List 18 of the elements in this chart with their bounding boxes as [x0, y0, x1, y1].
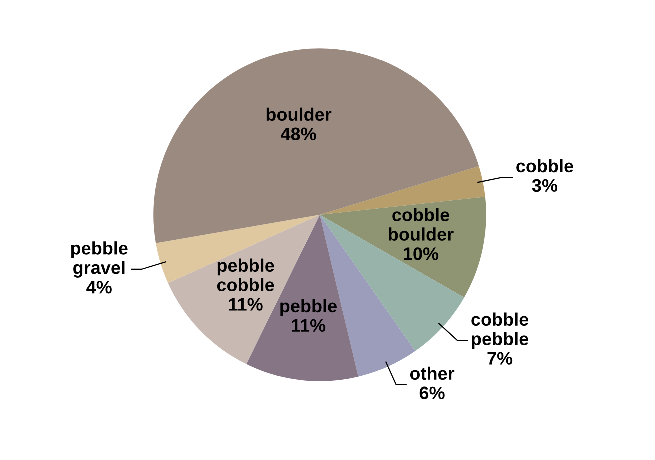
data-label: 7%: [488, 352, 513, 365]
pie-slice: [320, 197, 486, 298]
pie-slice: [154, 48, 480, 244]
data-label: 48%: [280, 128, 316, 141]
slice-label: pebble cobble: [217, 258, 274, 292]
data-label: 10%: [404, 248, 439, 260]
slice-label: cobble boulder: [389, 208, 454, 241]
data-label: 11%: [229, 298, 263, 311]
slice-label: cobble: [516, 159, 574, 173]
slice-label: pebble: [280, 299, 337, 316]
slice-label: other: [410, 366, 455, 380]
data-label: 4%: [86, 281, 112, 294]
data-label: 6%: [420, 386, 445, 400]
data-label: 11%: [292, 319, 326, 332]
slice-label: boulder: [266, 108, 332, 122]
data-label: 3%: [532, 179, 558, 192]
slice-label: pebble gravel: [71, 242, 128, 278]
slice-label: cobble pebble: [472, 312, 529, 350]
